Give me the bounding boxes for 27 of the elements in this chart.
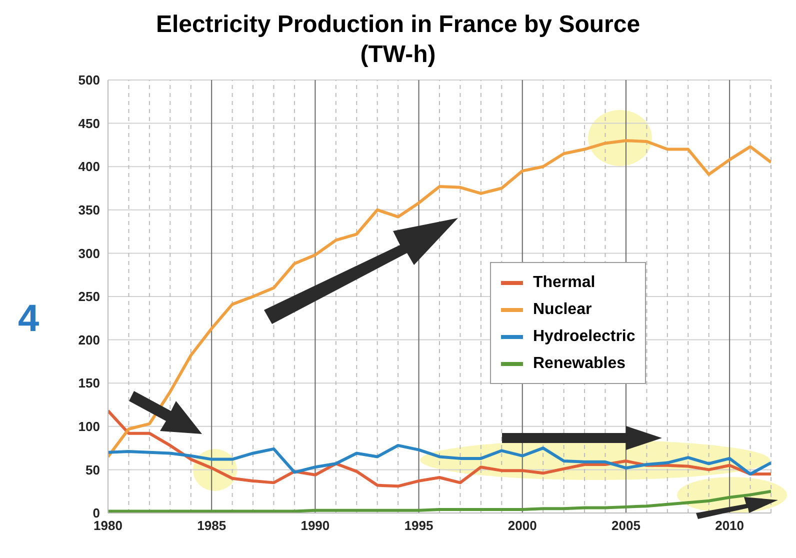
y-tick-label: 400 [78, 159, 100, 174]
x-tick-label: 1980 [94, 518, 122, 534]
legend-label: Nuclear [533, 300, 592, 318]
y-tick-label: 100 [78, 419, 100, 434]
y-tick-label: 200 [78, 332, 100, 348]
y-tick-label: 500 [78, 72, 100, 88]
y-tick-label: 0 [92, 506, 100, 521]
y-tick-label: 150 [78, 376, 100, 391]
legend-label: Hydroelectric [533, 328, 636, 346]
x-tick-label: 1990 [300, 518, 330, 534]
text: 4 [18, 298, 40, 341]
x-tick-label: 2010 [715, 518, 744, 534]
line-series [108, 444, 771, 476]
y-tick-label: 450 [78, 116, 100, 131]
y-tick-label: 300 [78, 246, 100, 261]
x-tick-label: 2000 [508, 518, 537, 534]
legend-label: Thermal [533, 274, 596, 292]
y-tick-label: 50 [86, 462, 100, 478]
y-tick-label: 250 [78, 289, 100, 304]
line-series [108, 409, 771, 488]
x-tick-label: 1995 [404, 518, 434, 534]
x-tick-label: 1985 [197, 518, 226, 534]
line-series [108, 139, 771, 458]
chart-title: Electricity Production in France by Source (TW-h) [154, 10, 642, 70]
y-tick-label: 350 [78, 202, 100, 218]
x-tick-label: 2005 [612, 518, 640, 534]
legend-label: Renewables [533, 354, 626, 372]
